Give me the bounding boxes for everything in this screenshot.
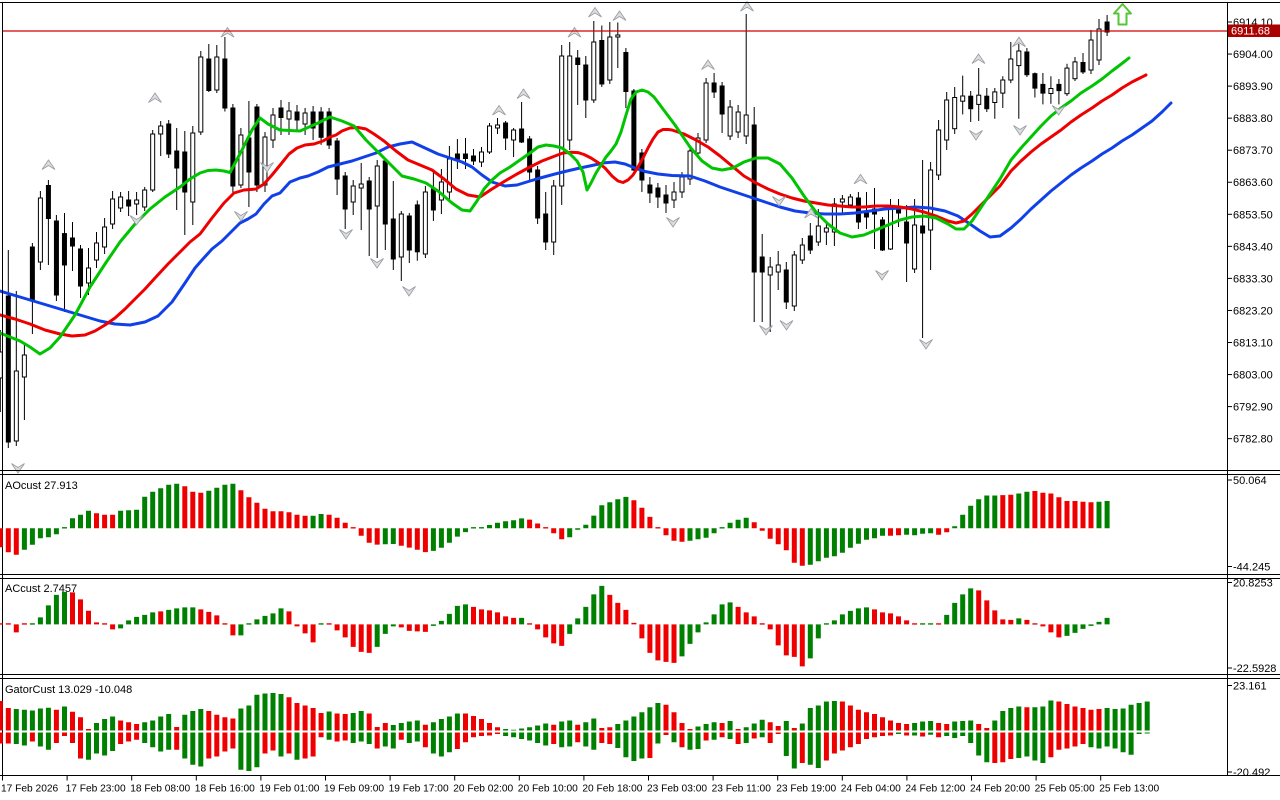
- svg-text:17 Feb 23:00: 17 Feb 23:00: [66, 784, 126, 795]
- svg-text:24 Feb 04:00: 24 Feb 04:00: [841, 784, 901, 795]
- svg-text:6911.68: 6911.68: [1231, 26, 1270, 38]
- svg-text:6792.90: 6792.90: [1233, 402, 1273, 414]
- svg-text:20 Feb 10:00: 20 Feb 10:00: [518, 784, 578, 795]
- svg-text:ACcust 2.7457: ACcust 2.7457: [5, 583, 77, 595]
- svg-text:23 Feb 11:00: 23 Feb 11:00: [712, 784, 772, 795]
- svg-text:23.161: 23.161: [1233, 681, 1267, 693]
- svg-text:AOcust 27.913: AOcust 27.913: [5, 480, 78, 492]
- svg-text:-44.245: -44.245: [1233, 562, 1270, 574]
- svg-text:20 Feb 18:00: 20 Feb 18:00: [582, 784, 642, 795]
- svg-text:6893.90: 6893.90: [1233, 81, 1273, 93]
- svg-text:25 Feb 13:00: 25 Feb 13:00: [1099, 784, 1159, 795]
- svg-text:6833.30: 6833.30: [1233, 273, 1273, 285]
- svg-text:-20.492: -20.492: [1233, 767, 1270, 779]
- svg-text:-22.5928: -22.5928: [1233, 663, 1276, 675]
- svg-text:20 Feb 02:00: 20 Feb 02:00: [453, 784, 513, 795]
- svg-text:6782.80: 6782.80: [1233, 434, 1273, 446]
- svg-text:19 Feb 17:00: 19 Feb 17:00: [389, 784, 449, 795]
- svg-text:23 Feb 19:00: 23 Feb 19:00: [776, 784, 836, 795]
- svg-text:18 Feb 08:00: 18 Feb 08:00: [130, 784, 190, 795]
- svg-text:6823.20: 6823.20: [1233, 305, 1273, 317]
- svg-text:20.8253: 20.8253: [1233, 578, 1273, 590]
- svg-text:24 Feb 12:00: 24 Feb 12:00: [905, 784, 965, 795]
- svg-text:6873.70: 6873.70: [1233, 145, 1273, 157]
- svg-text:6883.80: 6883.80: [1233, 113, 1273, 125]
- svg-text:6813.10: 6813.10: [1233, 338, 1273, 350]
- svg-text:23 Feb 03:00: 23 Feb 03:00: [647, 784, 707, 795]
- svg-text:6863.60: 6863.60: [1233, 177, 1273, 189]
- svg-text:6803.00: 6803.00: [1233, 370, 1273, 382]
- svg-text:24 Feb 20:00: 24 Feb 20:00: [970, 784, 1030, 795]
- svg-text:17 Feb 2026: 17 Feb 2026: [1, 784, 59, 795]
- svg-text:6853.50: 6853.50: [1233, 209, 1273, 221]
- svg-text:GatorCust 13.029 -10.048: GatorCust 13.029 -10.048: [5, 684, 132, 696]
- svg-text:18 Feb 16:00: 18 Feb 16:00: [195, 784, 255, 795]
- svg-text:19 Feb 01:00: 19 Feb 01:00: [259, 784, 319, 795]
- svg-text:50.064: 50.064: [1233, 475, 1267, 487]
- svg-text:19 Feb 09:00: 19 Feb 09:00: [324, 784, 384, 795]
- svg-text:6843.40: 6843.40: [1233, 241, 1273, 253]
- svg-text:25 Feb 05:00: 25 Feb 05:00: [1035, 784, 1095, 795]
- svg-text:6904.00: 6904.00: [1233, 49, 1273, 61]
